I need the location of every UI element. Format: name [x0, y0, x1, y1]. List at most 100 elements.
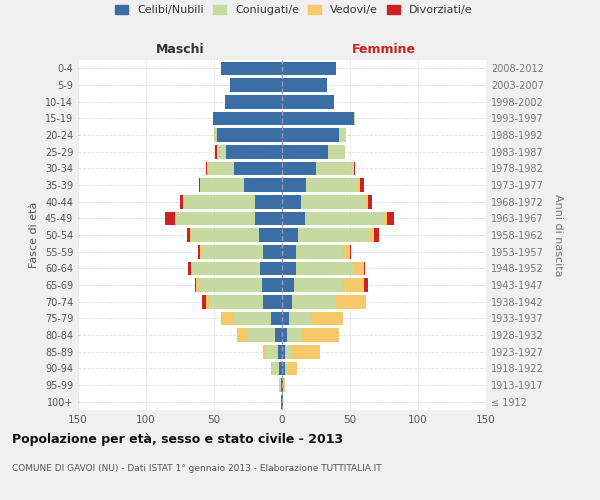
- Bar: [358, 178, 359, 192]
- Bar: [217, 145, 226, 158]
- Bar: [255, 212, 282, 225]
- Bar: [316, 162, 354, 175]
- Bar: [206, 162, 207, 175]
- Bar: [367, 195, 368, 208]
- Bar: [282, 145, 328, 158]
- Bar: [285, 345, 292, 358]
- Bar: [206, 295, 209, 308]
- Bar: [282, 78, 327, 92]
- Bar: [301, 195, 367, 208]
- Bar: [225, 95, 282, 108]
- Bar: [282, 195, 301, 208]
- Bar: [275, 328, 282, 342]
- Bar: [343, 278, 364, 292]
- Bar: [305, 212, 384, 225]
- Bar: [187, 228, 190, 242]
- Bar: [294, 278, 343, 292]
- Bar: [176, 212, 255, 225]
- Bar: [230, 78, 282, 92]
- Bar: [279, 362, 282, 375]
- Bar: [387, 212, 394, 225]
- Text: Femmine: Femmine: [352, 43, 416, 56]
- Bar: [354, 112, 355, 125]
- Bar: [343, 245, 350, 258]
- Bar: [184, 195, 255, 208]
- Bar: [248, 328, 275, 342]
- Bar: [212, 112, 282, 125]
- Bar: [202, 245, 263, 258]
- Bar: [364, 262, 365, 275]
- Y-axis label: Fasce di età: Fasce di età: [29, 202, 39, 268]
- Bar: [259, 228, 282, 242]
- Bar: [199, 178, 200, 192]
- Bar: [188, 262, 191, 275]
- Bar: [374, 228, 379, 242]
- Bar: [282, 95, 334, 108]
- Bar: [282, 245, 296, 258]
- Bar: [287, 362, 297, 375]
- Bar: [263, 295, 282, 308]
- Bar: [302, 328, 339, 342]
- Bar: [364, 278, 368, 292]
- Bar: [180, 195, 183, 208]
- Bar: [165, 212, 175, 225]
- Bar: [282, 178, 307, 192]
- Bar: [272, 362, 279, 375]
- Bar: [200, 245, 202, 258]
- Bar: [282, 228, 298, 242]
- Bar: [282, 112, 354, 125]
- Bar: [183, 195, 184, 208]
- Bar: [279, 378, 281, 392]
- Bar: [200, 178, 244, 192]
- Bar: [282, 295, 292, 308]
- Bar: [266, 345, 278, 358]
- Bar: [202, 295, 206, 308]
- Bar: [282, 345, 285, 358]
- Bar: [209, 295, 263, 308]
- Bar: [262, 278, 282, 292]
- Bar: [237, 328, 248, 342]
- Bar: [282, 378, 283, 392]
- Bar: [215, 145, 217, 158]
- Bar: [244, 178, 282, 192]
- Bar: [263, 345, 266, 358]
- Bar: [263, 245, 282, 258]
- Bar: [271, 362, 272, 375]
- Bar: [339, 128, 346, 142]
- Bar: [255, 195, 282, 208]
- Bar: [354, 162, 355, 175]
- Bar: [260, 262, 282, 275]
- Bar: [196, 278, 199, 292]
- Bar: [353, 262, 364, 275]
- Bar: [282, 278, 294, 292]
- Bar: [192, 262, 260, 275]
- Bar: [214, 128, 217, 142]
- Bar: [289, 312, 311, 325]
- Bar: [282, 62, 337, 75]
- Bar: [235, 162, 282, 175]
- Bar: [359, 178, 364, 192]
- Text: Maschi: Maschi: [155, 43, 205, 56]
- Bar: [298, 228, 369, 242]
- Bar: [207, 162, 235, 175]
- Bar: [285, 362, 287, 375]
- Bar: [296, 262, 353, 275]
- Bar: [221, 312, 235, 325]
- Bar: [235, 312, 271, 325]
- Bar: [191, 262, 192, 275]
- Bar: [282, 328, 287, 342]
- Bar: [281, 395, 282, 408]
- Bar: [282, 312, 289, 325]
- Bar: [190, 228, 191, 242]
- Text: COMUNE DI GAVOI (NU) - Dati ISTAT 1° gennaio 2013 - Elaborazione TUTTITALIA.IT: COMUNE DI GAVOI (NU) - Dati ISTAT 1° gen…: [12, 464, 382, 473]
- Bar: [287, 328, 302, 342]
- Bar: [368, 195, 372, 208]
- Bar: [369, 228, 374, 242]
- Y-axis label: Anni di nascita: Anni di nascita: [553, 194, 563, 276]
- Bar: [226, 145, 282, 158]
- Bar: [384, 212, 387, 225]
- Bar: [292, 345, 320, 358]
- Bar: [350, 245, 352, 258]
- Bar: [296, 245, 343, 258]
- Bar: [307, 178, 358, 192]
